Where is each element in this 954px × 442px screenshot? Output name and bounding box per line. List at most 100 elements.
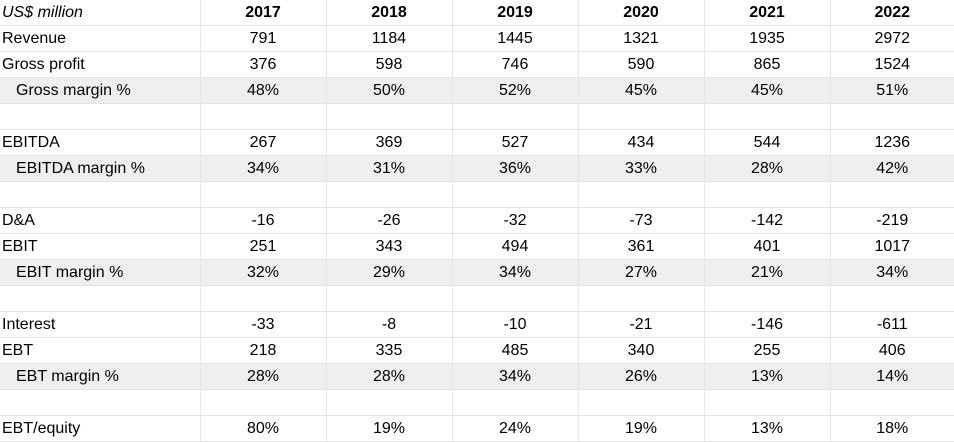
- blank-cell[interactable]: [326, 181, 453, 208]
- cell[interactable]: 590: [578, 51, 705, 78]
- cell[interactable]: 19%: [578, 415, 705, 442]
- row-label[interactable]: EBT/equity: [0, 415, 201, 442]
- cell[interactable]: 434: [578, 129, 705, 156]
- cell[interactable]: -10: [452, 311, 579, 338]
- cell[interactable]: 1524: [830, 51, 954, 78]
- cell[interactable]: 33%: [578, 155, 705, 182]
- cell[interactable]: 45%: [704, 77, 831, 104]
- cell[interactable]: 24%: [452, 415, 579, 442]
- row-label[interactable]: Gross margin %: [0, 77, 201, 104]
- cell[interactable]: 267: [200, 129, 327, 156]
- cell[interactable]: 18%: [830, 415, 954, 442]
- cell[interactable]: 80%: [200, 415, 327, 442]
- blank-cell[interactable]: [200, 389, 327, 416]
- blank-cell[interactable]: [578, 389, 705, 416]
- cell[interactable]: -142: [704, 207, 831, 234]
- cell[interactable]: 13%: [704, 363, 831, 390]
- cell[interactable]: 494: [452, 233, 579, 260]
- row-label[interactable]: Interest: [0, 311, 201, 338]
- cell[interactable]: 598: [326, 51, 453, 78]
- year-header-2017[interactable]: 2017: [200, 0, 327, 26]
- cell[interactable]: 19%: [326, 415, 453, 442]
- cell[interactable]: 13%: [704, 415, 831, 442]
- blank-cell[interactable]: [326, 285, 453, 312]
- cell[interactable]: 335: [326, 337, 453, 364]
- cell[interactable]: 32%: [200, 259, 327, 286]
- cell[interactable]: 2972: [830, 25, 954, 52]
- blank-cell[interactable]: [830, 181, 954, 208]
- cell[interactable]: 31%: [326, 155, 453, 182]
- blank-cell[interactable]: [0, 285, 201, 312]
- blank-cell[interactable]: [452, 103, 579, 130]
- cell[interactable]: 251: [200, 233, 327, 260]
- cell[interactable]: 218: [200, 337, 327, 364]
- row-label[interactable]: Revenue: [0, 25, 201, 52]
- year-header-2022[interactable]: 2022: [830, 0, 954, 26]
- cell[interactable]: 29%: [326, 259, 453, 286]
- cell[interactable]: 544: [704, 129, 831, 156]
- cell[interactable]: 34%: [452, 259, 579, 286]
- blank-cell[interactable]: [830, 103, 954, 130]
- cell[interactable]: 1184: [326, 25, 453, 52]
- blank-cell[interactable]: [578, 285, 705, 312]
- cell[interactable]: -219: [830, 207, 954, 234]
- cell[interactable]: 34%: [452, 363, 579, 390]
- blank-cell[interactable]: [326, 389, 453, 416]
- blank-cell[interactable]: [830, 285, 954, 312]
- cell[interactable]: 28%: [704, 155, 831, 182]
- cell[interactable]: 1017: [830, 233, 954, 260]
- blank-cell[interactable]: [830, 389, 954, 416]
- row-label[interactable]: EBITDA: [0, 129, 201, 156]
- cell[interactable]: 51%: [830, 77, 954, 104]
- year-header-2020[interactable]: 2020: [578, 0, 705, 26]
- blank-cell[interactable]: [200, 285, 327, 312]
- row-label[interactable]: Gross profit: [0, 51, 201, 78]
- cell[interactable]: 28%: [200, 363, 327, 390]
- row-label[interactable]: EBIT: [0, 233, 201, 260]
- cell[interactable]: 1321: [578, 25, 705, 52]
- cell[interactable]: 369: [326, 129, 453, 156]
- year-header-2018[interactable]: 2018: [326, 0, 453, 26]
- cell[interactable]: 42%: [830, 155, 954, 182]
- cell[interactable]: -32: [452, 207, 579, 234]
- cell[interactable]: 746: [452, 51, 579, 78]
- cell[interactable]: 406: [830, 337, 954, 364]
- cell[interactable]: 255: [704, 337, 831, 364]
- cell[interactable]: 50%: [326, 77, 453, 104]
- cell[interactable]: 376: [200, 51, 327, 78]
- year-header-2021[interactable]: 2021: [704, 0, 831, 26]
- cell[interactable]: 28%: [326, 363, 453, 390]
- cell[interactable]: 1935: [704, 25, 831, 52]
- blank-cell[interactable]: [452, 181, 579, 208]
- blank-cell[interactable]: [326, 103, 453, 130]
- cell[interactable]: 791: [200, 25, 327, 52]
- blank-cell[interactable]: [452, 389, 579, 416]
- blank-cell[interactable]: [578, 181, 705, 208]
- cell[interactable]: 527: [452, 129, 579, 156]
- cell[interactable]: 21%: [704, 259, 831, 286]
- cell[interactable]: 36%: [452, 155, 579, 182]
- blank-cell[interactable]: [704, 389, 831, 416]
- blank-cell[interactable]: [704, 181, 831, 208]
- row-label[interactable]: EBT: [0, 337, 201, 364]
- row-label[interactable]: EBIT margin %: [0, 259, 201, 286]
- cell[interactable]: 1445: [452, 25, 579, 52]
- blank-cell[interactable]: [452, 285, 579, 312]
- cell[interactable]: 26%: [578, 363, 705, 390]
- cell[interactable]: -33: [200, 311, 327, 338]
- cell[interactable]: 340: [578, 337, 705, 364]
- cell[interactable]: 52%: [452, 77, 579, 104]
- cell[interactable]: 865: [704, 51, 831, 78]
- blank-cell[interactable]: [0, 181, 201, 208]
- cell[interactable]: 14%: [830, 363, 954, 390]
- cell[interactable]: 401: [704, 233, 831, 260]
- cell[interactable]: 34%: [830, 259, 954, 286]
- cell[interactable]: 48%: [200, 77, 327, 104]
- blank-cell[interactable]: [200, 181, 327, 208]
- blank-cell[interactable]: [0, 103, 201, 130]
- cell[interactable]: -26: [326, 207, 453, 234]
- cell[interactable]: -73: [578, 207, 705, 234]
- blank-cell[interactable]: [704, 285, 831, 312]
- cell[interactable]: 27%: [578, 259, 705, 286]
- cell[interactable]: 34%: [200, 155, 327, 182]
